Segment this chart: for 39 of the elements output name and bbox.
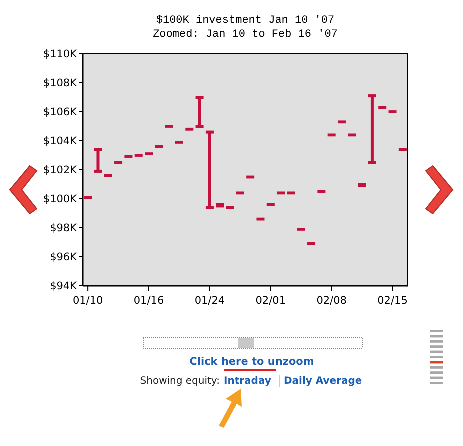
x-tick-label: 02/15 (378, 295, 408, 307)
x-tick-label: 01/10 (72, 295, 104, 307)
bar (338, 120, 346, 124)
text: Click here to unzoom (190, 356, 314, 368)
bar (145, 152, 154, 156)
text: Daily Average (284, 376, 362, 387)
y-tick-label: $96K (50, 252, 78, 264)
y-tick-label: $110K (43, 48, 78, 61)
bar (308, 242, 316, 246)
bar (378, 106, 387, 110)
bar (216, 203, 224, 208)
x-tick-label: 02/08 (316, 295, 347, 307)
bar (104, 174, 112, 178)
bar (165, 125, 174, 128)
x-tick-label: 02/01 (256, 295, 286, 307)
bar (84, 196, 92, 199)
bar (388, 110, 397, 114)
y-tick-label: $102K (43, 164, 78, 177)
y-tick-label: $106K (43, 106, 78, 119)
y-tick-label: $94K (50, 280, 78, 293)
bar (186, 128, 194, 131)
x-tick-label: 01/16 (134, 295, 164, 307)
chart-title: $100K investment Jan 10 '07 (156, 15, 335, 27)
bar (124, 156, 133, 158)
bar (358, 183, 366, 188)
y-tick-label: $98K (50, 222, 78, 235)
bar (175, 141, 184, 144)
bar (256, 218, 265, 221)
text: Intraday (224, 376, 272, 387)
y-tick-label: $108K (43, 78, 78, 90)
bar (155, 145, 164, 148)
x-tick-label: 01/24 (194, 295, 226, 307)
chart-subtitle: Zoomed: Jan 10 to Feb 16 '07 (153, 29, 338, 41)
text: Showing equity: (140, 376, 220, 387)
bar (134, 154, 143, 157)
bar (266, 203, 275, 206)
y-tick-label: $100K (43, 194, 78, 206)
bar (297, 228, 306, 231)
y-tick-label: $104K (43, 136, 78, 148)
